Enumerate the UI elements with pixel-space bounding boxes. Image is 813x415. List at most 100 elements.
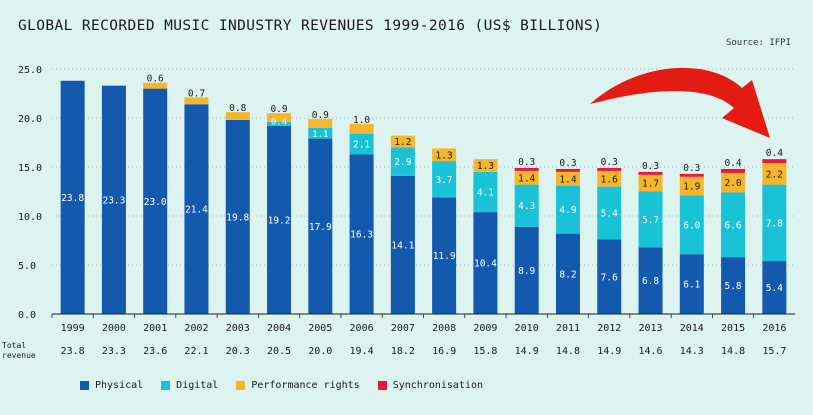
bar-segment-digital xyxy=(349,133,374,155)
data-label: 14.1 xyxy=(391,240,414,251)
data-label: 6.1 xyxy=(683,280,700,291)
bar-segment-performance-rights xyxy=(514,170,539,185)
y-tick-label: 10.0 xyxy=(18,212,42,223)
data-label: 0.3 xyxy=(683,163,700,174)
legend-swatch-performance-rights xyxy=(236,381,246,390)
bar-segment-physical xyxy=(308,138,333,314)
legend-label-digital: Digital xyxy=(176,380,219,391)
y-tick-label: 25.0 xyxy=(18,65,42,76)
total-value: 23.3 xyxy=(102,346,126,357)
data-label: 0.9 xyxy=(270,104,287,115)
bar-segment-physical xyxy=(597,239,622,314)
data-label: 2.0 xyxy=(724,178,741,189)
data-label: 10.4 xyxy=(474,259,497,270)
bar-segment-performance-rights xyxy=(184,97,209,105)
data-label: 1.6 xyxy=(601,174,618,185)
bar-segment-digital xyxy=(514,184,539,227)
bar-segment-physical xyxy=(267,125,292,314)
bar-segment-performance-rights xyxy=(679,176,704,196)
source-note: Source: IFPI xyxy=(725,38,791,48)
data-label: 6.6 xyxy=(724,220,741,231)
x-tick-label: 2007 xyxy=(391,323,415,334)
bar-segment-digital xyxy=(638,191,663,248)
x-tick-label: 2001 xyxy=(143,323,167,334)
bar-segment-physical xyxy=(514,226,539,314)
legend-swatch-synchronisation xyxy=(377,381,387,390)
bar-segment-digital xyxy=(597,186,622,240)
total-value: 14.6 xyxy=(638,346,662,357)
y-tick-label: 20.0 xyxy=(18,114,42,125)
y-tick-label: 15.0 xyxy=(18,163,42,174)
data-label: 0.3 xyxy=(601,157,618,168)
x-tick-label: 2013 xyxy=(638,323,662,334)
x-tick-label: 1999 xyxy=(61,323,85,334)
bar-segment-physical xyxy=(638,247,663,314)
bar-segment-digital xyxy=(267,121,292,126)
data-label: 11.9 xyxy=(433,251,456,262)
data-label: 5.4 xyxy=(601,209,618,220)
legend-label-performance-rights: Performance rights xyxy=(251,380,360,391)
chart-title: GLOBAL RECORDED MUSIC INDUSTRY REVENUES … xyxy=(18,18,603,34)
bar-segment-digital xyxy=(390,147,415,176)
data-label: 8.9 xyxy=(518,266,535,277)
total-value: 15.8 xyxy=(473,346,497,357)
data-label: 1.9 xyxy=(683,182,700,193)
total-value: 14.9 xyxy=(515,346,539,357)
legend: Physical Digital Performance rights Sync… xyxy=(80,380,483,391)
total-value: 18.2 xyxy=(391,346,415,357)
bar-segment-synchronisation xyxy=(721,168,746,173)
x-tick-label: 2015 xyxy=(721,323,745,334)
bar-segment-physical xyxy=(143,88,168,314)
data-label: 0.3 xyxy=(518,157,535,168)
data-label: 1.4 xyxy=(559,174,576,185)
bar-segment-physical xyxy=(184,104,209,314)
totals-row-label: Total xyxy=(2,341,26,350)
total-value: 22.1 xyxy=(184,346,208,357)
data-label: 0.4 xyxy=(766,148,783,159)
total-value: 23.6 xyxy=(143,346,167,357)
total-value: 16.9 xyxy=(432,346,456,357)
bar-segment-performance-rights xyxy=(473,159,498,172)
data-label: 5.8 xyxy=(724,281,741,292)
data-label: 6.0 xyxy=(683,220,700,231)
x-tick-label: 2005 xyxy=(308,323,332,334)
y-tick-label: 0.0 xyxy=(18,310,36,321)
bar-segment-synchronisation xyxy=(679,173,704,177)
data-label: 19.2 xyxy=(268,215,291,226)
total-value: 14.8 xyxy=(721,346,745,357)
bar-segment-performance-rights xyxy=(143,82,168,89)
legend-swatch-physical xyxy=(80,381,89,390)
bar-segment-performance-rights xyxy=(349,123,374,134)
data-label: 1.0 xyxy=(353,115,370,126)
bar-segment-performance-rights xyxy=(267,113,292,122)
total-value: 14.9 xyxy=(597,346,621,357)
data-label: 5.4 xyxy=(766,283,783,294)
legend-swatch-digital xyxy=(161,381,171,390)
data-label: 0.3 xyxy=(559,158,576,169)
data-label: 4.3 xyxy=(518,201,535,212)
bar-segment-physical xyxy=(349,154,374,314)
x-tick-label: 2009 xyxy=(473,323,497,334)
data-label: 1.7 xyxy=(642,179,659,190)
data-label: 1.3 xyxy=(477,161,494,172)
data-label: 1.3 xyxy=(436,150,453,161)
bar-segment-digital xyxy=(473,171,498,213)
legend-item-synchronisation: Synchronisation xyxy=(377,380,483,391)
total-value: 15.7 xyxy=(762,346,786,357)
data-label: 3.7 xyxy=(436,175,453,186)
data-label: 0.4 xyxy=(724,158,741,169)
data-label: 2.1 xyxy=(353,139,370,150)
bar-segment-performance-rights xyxy=(308,118,333,128)
data-label: 1.2 xyxy=(394,137,411,148)
total-value: 19.4 xyxy=(350,346,374,357)
x-tick-label: 2011 xyxy=(556,323,580,334)
x-tick-label: 2000 xyxy=(102,323,126,334)
data-label: 2.2 xyxy=(766,169,783,180)
legend-label-physical: Physical xyxy=(95,380,144,391)
bar-segment-physical xyxy=(225,119,250,315)
data-label: 2.9 xyxy=(394,157,411,168)
data-label: 1.4 xyxy=(518,173,535,184)
y-tick-label: 5.0 xyxy=(18,261,36,272)
x-tick-label: 2010 xyxy=(515,323,539,334)
bar-segment-physical xyxy=(390,175,415,314)
